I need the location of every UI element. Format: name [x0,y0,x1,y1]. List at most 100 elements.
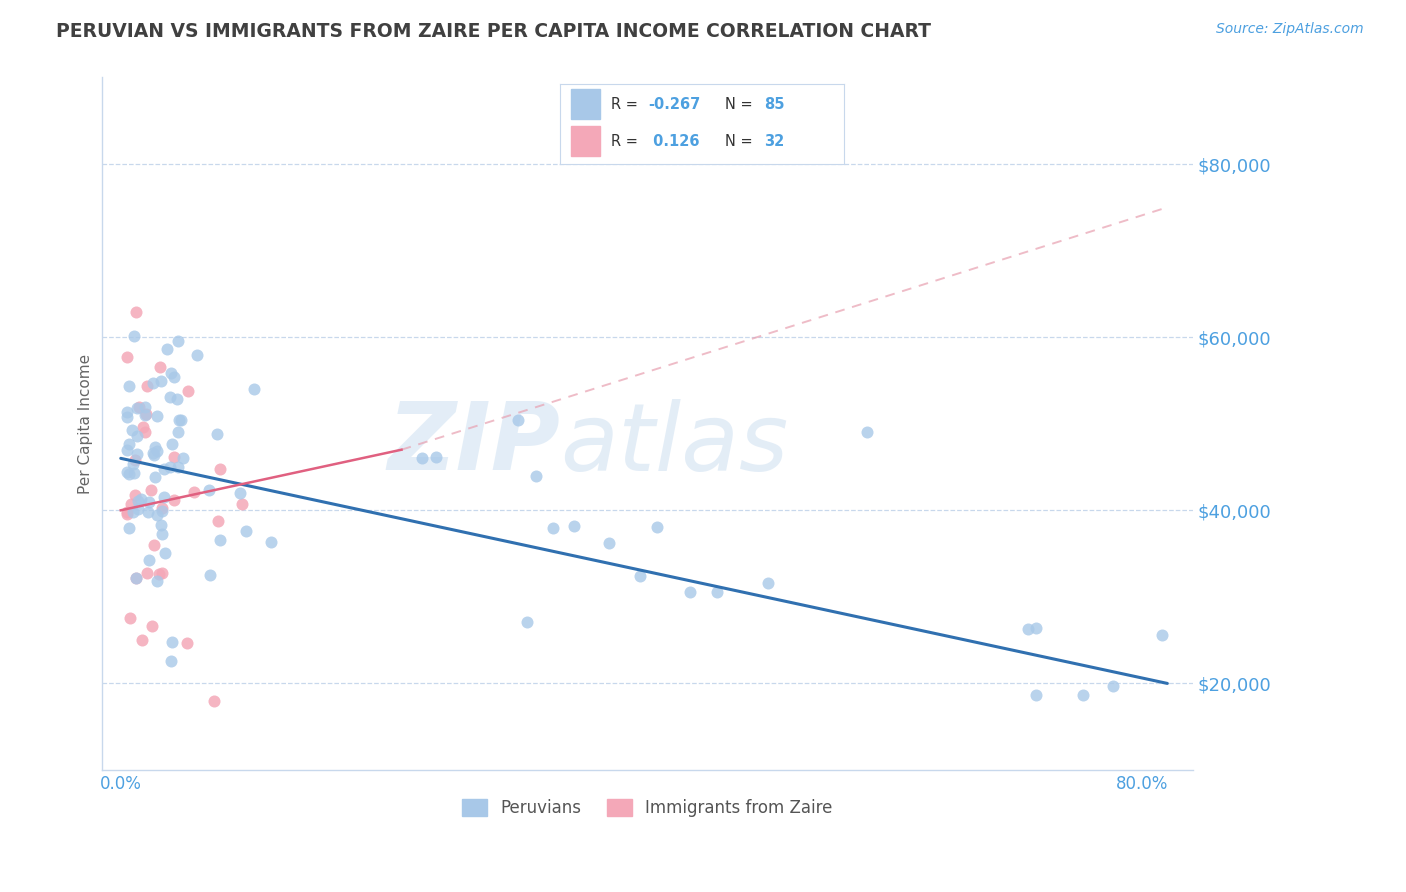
Point [148,566,170,581]
Point [143,538,166,552]
Point [131,632,153,647]
Point [138,495,160,509]
Point [142,376,165,390]
Point [166,425,188,440]
Point [115,507,138,521]
Point [115,410,138,425]
Point [205,427,228,442]
Point [153,546,176,560]
Text: PERUVIAN VS IMMIGRANTS FROM ZAIRE PER CAPITA INCOME CORRELATION CHART: PERUVIAN VS IMMIGRANTS FROM ZAIRE PER CA… [56,22,931,41]
Point [229,486,252,500]
Text: ZIP: ZIP [387,399,560,491]
Point [115,466,138,480]
Point [127,448,149,462]
Point [115,405,138,419]
Point [198,483,221,498]
Point [153,490,176,504]
Point [122,505,145,519]
Point [138,553,160,567]
Point [127,493,149,508]
Point [160,437,183,451]
Point [128,400,150,414]
Point [160,654,183,668]
Point [1025,688,1047,702]
Point [122,458,145,472]
Point [118,611,141,625]
Point [115,350,138,364]
Point [149,360,172,375]
Point [150,504,173,518]
Point [183,484,205,499]
Point [127,429,149,443]
Point [146,574,169,588]
Point [163,369,186,384]
Legend: Peruvians, Immigrants from Zaire: Peruvians, Immigrants from Zaire [456,792,839,824]
Point [136,379,159,393]
Point [124,571,146,585]
Point [235,524,257,538]
Point [124,453,146,467]
Point [118,378,141,392]
Point [160,366,183,380]
Point [118,467,141,481]
Point [143,470,166,484]
Point [146,508,169,523]
Point [125,401,148,415]
Point [143,440,166,454]
Point [516,615,538,629]
Text: atlas: atlas [560,399,789,490]
Point [141,483,163,497]
Point [127,501,149,516]
Point [115,443,138,458]
Point [411,450,433,465]
Point [160,635,183,649]
Point [1025,620,1047,634]
Point [134,401,156,415]
Point [153,462,176,476]
Point [202,693,225,707]
Point [208,462,231,476]
Point [134,408,156,422]
Point [524,468,547,483]
Point [541,521,564,535]
Point [120,497,142,511]
Text: Source: ZipAtlas.com: Source: ZipAtlas.com [1216,22,1364,37]
Point [124,488,146,502]
Point [706,585,728,599]
Point [176,636,198,650]
Point [208,533,231,547]
Point [163,493,186,508]
Point [172,450,194,465]
Point [1017,622,1039,636]
Point [645,519,668,533]
Point [679,585,702,599]
Point [141,619,163,633]
Point [132,420,155,434]
Point [169,413,191,427]
Point [260,534,283,549]
Point [150,501,173,516]
Point [135,407,157,421]
Point [134,425,156,440]
Point [143,448,166,462]
Point [136,566,159,581]
Point [856,425,879,440]
Point [176,384,198,398]
Point [506,413,529,427]
Point [146,443,169,458]
Point [186,348,208,362]
Point [122,329,145,343]
Point [562,518,585,533]
Point [118,437,141,451]
Point [756,575,779,590]
Point [1150,628,1173,642]
Point [125,571,148,585]
Point [150,526,173,541]
Point [231,497,253,511]
Point [156,342,179,356]
Point [425,450,447,465]
Point [118,521,141,535]
Point [136,505,159,519]
Point [142,446,165,460]
Point [150,566,173,580]
